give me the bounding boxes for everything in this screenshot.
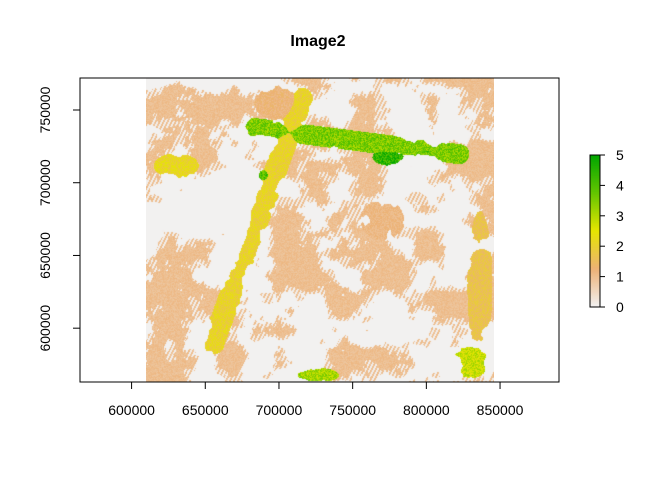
y-axis: 600000 650000 700000 750000 <box>37 86 81 352</box>
y-tick-label: 750000 <box>37 86 53 133</box>
x-tick-label: 600000 <box>108 402 155 418</box>
legend-frame <box>589 154 601 308</box>
x-tick-label: 700000 <box>256 402 303 418</box>
y-tick-label: 600000 <box>37 305 53 352</box>
legend-color-bar <box>590 155 600 307</box>
legend-tick-label: 3 <box>616 208 624 224</box>
x-tick-label: 800000 <box>403 402 450 418</box>
legend-tick-label: 0 <box>616 299 624 315</box>
legend-ticks: 0 1 2 3 4 5 <box>600 147 624 315</box>
y-tick-label: 700000 <box>37 159 53 206</box>
color-legend: 0 1 2 3 4 5 <box>589 147 624 315</box>
raster-bitmap <box>146 78 494 382</box>
x-axis: 600000 650000 700000 750000 800000 850000 <box>108 381 524 418</box>
x-tick-label: 650000 <box>182 402 229 418</box>
x-tick-label: 750000 <box>329 402 376 418</box>
legend-tick-label: 2 <box>616 238 624 254</box>
y-tick-label: 650000 <box>37 232 53 279</box>
legend-tick-label: 5 <box>616 147 624 163</box>
legend-tick-label: 1 <box>616 269 624 285</box>
raster-image <box>146 78 494 382</box>
legend-tick-label: 4 <box>616 177 624 193</box>
x-tick-label: 850000 <box>477 402 524 418</box>
chart-title: Image2 <box>290 33 345 50</box>
